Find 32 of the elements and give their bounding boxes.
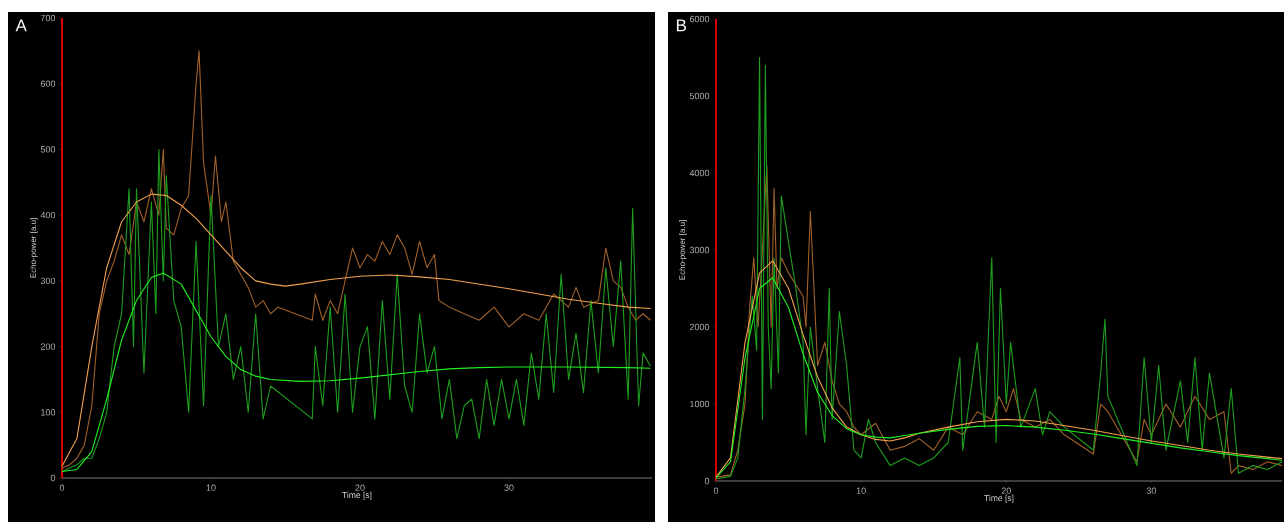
x-axis-title: Time [s]	[342, 491, 372, 500]
y-tick-label: 100	[41, 409, 56, 416]
y-tick-label: 3000	[689, 246, 710, 254]
y-tick-label: 5000	[689, 92, 710, 100]
x-tick-label: 20	[355, 484, 365, 491]
x-tick-label: 20	[1001, 487, 1011, 494]
x-axis-title: Time [s]	[984, 494, 1014, 503]
x-tick-label: 0	[713, 487, 719, 494]
y-axis-title: Echo-power [a.u]	[679, 220, 687, 280]
y-tick-label: 300	[40, 277, 56, 285]
y-tick-label: 700	[40, 14, 56, 22]
x-tick-label: 0	[59, 484, 65, 491]
y-tick-label: 600	[40, 80, 56, 87]
y-tick-label: 4000	[689, 169, 710, 177]
y-tick-label: 0	[50, 474, 56, 482]
line-series	[715, 56, 1283, 480]
x-tick-label: 10	[206, 484, 216, 491]
x-tick-label: 30	[1146, 487, 1157, 494]
y-tick-label: 6000	[689, 15, 710, 23]
line-series	[61, 148, 652, 472]
y-tick-label: 500	[40, 146, 56, 153]
line-series	[715, 164, 1283, 478]
x-tick-label: 10	[856, 487, 866, 494]
y-tick-label: 1000	[690, 400, 710, 408]
y-tick-label: 200	[40, 343, 56, 350]
x-tick-label: 30	[504, 484, 514, 491]
text: B	[676, 19, 686, 32]
y-axis-title: Echo-power [a.u]	[30, 218, 38, 278]
text: A	[15, 19, 27, 32]
y-tick-label: 400	[40, 211, 56, 219]
y-tick-label: 0	[704, 477, 710, 485]
y-tick-label: 2000	[689, 323, 710, 331]
